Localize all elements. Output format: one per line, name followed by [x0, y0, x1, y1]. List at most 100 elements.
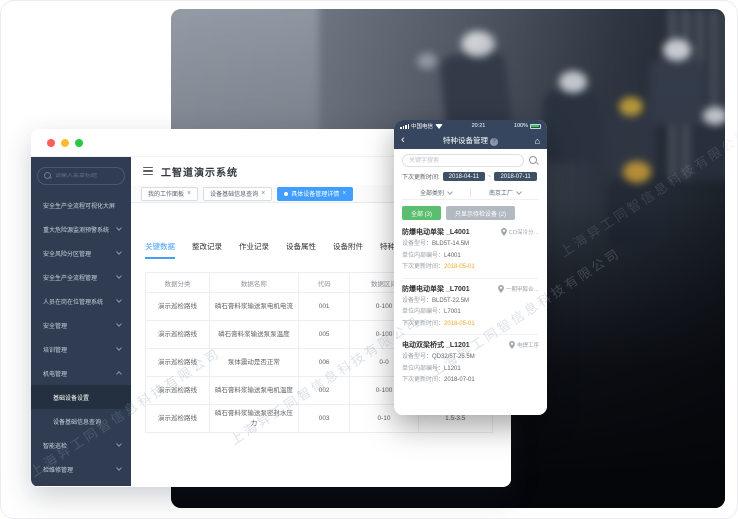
sidebar-item-hazard-monitor[interactable]: 重大危险源监测预警系统 [31, 217, 131, 241]
mobile-nav-bar: 特种设备管理? ‹ ⌂ [394, 132, 547, 149]
subtab-work-record[interactable]: 作业记录 [239, 242, 269, 251]
back-icon[interactable]: ‹ [401, 134, 405, 146]
close-icon[interactable]: × [261, 190, 266, 197]
sidebar-item-electromech-mgmt[interactable]: 机电管理 [31, 361, 131, 385]
factory-select[interactable]: 南京工厂 [471, 188, 539, 197]
close-icon[interactable]: × [187, 190, 192, 197]
equipment-location: CO深冷分… [500, 228, 539, 236]
list-item[interactable]: 防爆电动单梁 _L7001 一期甲醇合… 设备型号： BLD5T-22.5M 单位… [402, 279, 539, 335]
cell: 演示巡检路线 [144, 320, 211, 349]
field-label: 设备型号： [402, 354, 433, 360]
factory-select-value: 南京工厂 [488, 191, 513, 197]
location-pin-icon [500, 228, 507, 236]
sidebar-item-label: 培训管理 [43, 347, 68, 354]
hamburger-menu-icon[interactable] [143, 166, 153, 176]
cell: 演示巡检路线 [144, 292, 211, 321]
cell: 磷石膏料浆输送泵泵温度 [209, 320, 299, 349]
next-date-value: 2018-07-01 [444, 377, 475, 383]
chip-pending-inspection[interactable]: 只显示待检设备 (2) [446, 206, 516, 220]
sidebar-item-maintenance-mgmt[interactable]: 检维修管理 [31, 457, 131, 481]
info-icon[interactable]: ? [490, 138, 498, 146]
sidebar-item-label: 智能巡检 [43, 443, 68, 450]
sidebar-item-basic-device-setting[interactable]: 基础设备设置 [31, 385, 131, 409]
sidebar-item-label: 安全生产全流程可视化大屏 [43, 203, 116, 210]
battery-percent-label: 100% [513, 123, 528, 129]
subtab-rectification[interactable]: 整改记录 [192, 242, 222, 251]
divider [470, 188, 471, 197]
tab-device-detail[interactable]: 具体设备管理详情 × [277, 186, 354, 201]
sidebar-item-label: 重大危险源监测预警系统 [43, 227, 110, 234]
filter-select-row: 全部类别 南京工厂 [402, 186, 539, 200]
subtab-device-attachments[interactable]: 设备附件 [333, 242, 363, 251]
list-item[interactable]: 防爆电动单梁 _L4001 CO深冷分… 设备型号： BLD5T-14.5M 单位… [402, 222, 539, 279]
sidebar-item-label: 安全管理 [43, 323, 68, 330]
sidebar-item-risk-zone[interactable]: 安全风险分区管理 [31, 241, 131, 265]
close-icon[interactable]: × [342, 190, 347, 197]
internal-no-value: L4001 [444, 252, 461, 259]
chevron-down-icon [116, 465, 122, 471]
clock-label: 20:21 [471, 123, 486, 129]
date-filter-row: 下次更新时间: 2018-04-11 ~ 2018-07-11 [402, 172, 539, 181]
chevron-down-icon [116, 321, 122, 327]
sidebar-search-input[interactable] [55, 173, 118, 179]
col-header: 数据名称 [209, 272, 299, 293]
home-icon[interactable]: ⌂ [534, 135, 540, 146]
internal-no-value: L7001 [444, 309, 461, 315]
model-value: BLD5T-14.5M [432, 241, 470, 247]
field-label: 下次更新时间： [402, 377, 445, 383]
sidebar-item-visual-dashboard[interactable]: 安全生产全流程可视化大屏 [31, 193, 131, 217]
chip-all[interactable]: 全部 (3) [402, 206, 442, 220]
location-text: 电焊工序 [516, 343, 539, 349]
category-select[interactable]: 全部类别 [402, 188, 470, 197]
sidebar-search[interactable] [37, 167, 125, 185]
carrier-label: 中国电信 [411, 124, 434, 130]
keyword-search-input[interactable] [402, 154, 524, 167]
equipment-location: 一期甲醇合… [498, 284, 539, 293]
mobile-page-title: 特种设备管理? [394, 135, 547, 146]
date-from-button[interactable]: 2018-04-11 [442, 172, 485, 181]
battery-icon [529, 123, 541, 129]
field-label: 下次更新时间： [402, 320, 445, 327]
equipment-title: 电动双梁桥式 _L1201 [402, 342, 470, 349]
zoom-window-button[interactable] [75, 138, 83, 147]
field-label: 单位内部编号： [402, 252, 445, 259]
tab-device-info-query[interactable]: 设备基础信息查询 × [203, 186, 273, 201]
filter-chip-row: 全部 (3) 只显示待检设备 (2) [402, 206, 539, 220]
signal-icon [400, 123, 409, 129]
cell: 磷石膏料浆输送泵电机电流 [209, 292, 299, 321]
location-text: CO深冷分… [508, 230, 539, 236]
category-select-value: 全部类别 [419, 191, 444, 197]
tab-label: 设备基础信息查询 [210, 192, 259, 198]
equipment-list: 防爆电动单梁 _L4001 CO深冷分… 设备型号： BLD5T-14.5M 单位… [402, 222, 539, 391]
tab-label: 我的工作面板 [148, 192, 185, 198]
date-to-button[interactable]: 2018-07-11 [494, 172, 537, 181]
sidebar-item-safety-process[interactable]: 安全生产全流程管理 [31, 265, 131, 289]
sidebar-item-training-mgmt[interactable]: 培训管理 [31, 337, 131, 361]
cell: 005 [297, 320, 351, 349]
subtab-device-attrs[interactable]: 设备属性 [286, 242, 316, 251]
search-icon [44, 172, 52, 180]
minimize-window-button[interactable] [61, 138, 69, 147]
chevron-down-icon [116, 297, 122, 303]
app-header: 工智道演示系统 [131, 157, 511, 185]
list-item[interactable]: 电动双梁桥式 _L1201 电焊工序 设备型号： QD32/5T-25.5M 单位… [402, 335, 539, 391]
mobile-title-text: 特种设备管理 [443, 136, 488, 145]
sidebar-item-personnel-onduty[interactable]: 人员在岗在位管理系统 [31, 289, 131, 313]
cell: 003 [297, 404, 351, 433]
field-label: 单位内部编号： [402, 309, 445, 315]
chevron-down-icon [116, 345, 122, 351]
subtab-key-data[interactable]: 关键数据 [145, 241, 175, 259]
sidebar-item-label: 检维修管理 [43, 467, 74, 474]
cell: 002 [297, 376, 351, 405]
close-window-button[interactable] [47, 138, 55, 147]
search-icon[interactable] [529, 155, 539, 166]
cell: 演示巡检路线 [144, 376, 211, 405]
tab-my-workpanel[interactable]: 我的工作面板 × [141, 186, 199, 201]
cell: 演示巡检路线 [144, 348, 211, 377]
sidebar-item-smart-inspection[interactable]: 智能巡检 [31, 433, 131, 457]
chevron-down-icon [116, 225, 122, 231]
sidebar-item-device-info-query[interactable]: 设备基础信息查询 [31, 409, 131, 433]
sidebar-item-safety-mgmt[interactable]: 安全管理 [31, 313, 131, 337]
chevron-down-icon [447, 188, 453, 195]
